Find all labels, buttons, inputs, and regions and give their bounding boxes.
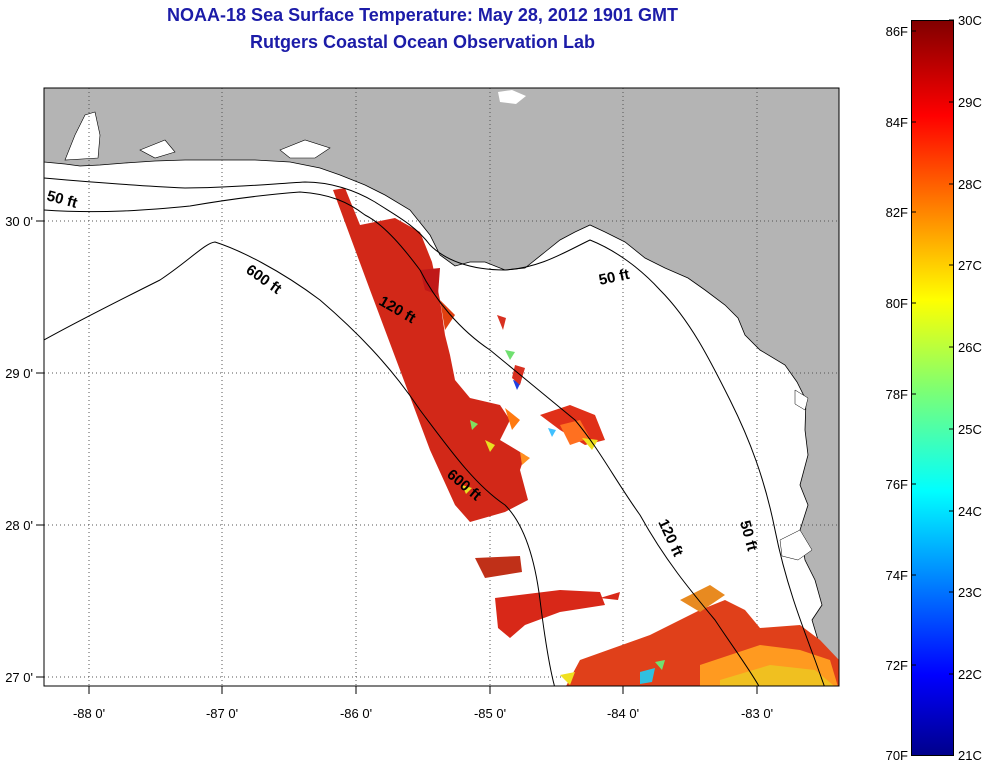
colorbar-label-c: 21C (958, 748, 982, 763)
colorbar-label-c: 22C (958, 667, 982, 682)
axis-ticks (36, 220, 758, 694)
colorbar-label-c: 27C (958, 258, 982, 273)
colorbar-label-f: 80F (885, 296, 908, 311)
y-tick-label: 27 0' (5, 670, 33, 685)
x-tick-label: -83 0' (741, 706, 773, 721)
x-tick-label: -86 0' (340, 706, 372, 721)
colorbar (911, 20, 954, 756)
x-tick-label: -84 0' (607, 706, 639, 721)
graticule (44, 88, 839, 686)
colorbar-label-c: 29C (958, 95, 982, 110)
colorbar-label-f: 78F (885, 387, 908, 402)
x-tick-label: -87 0' (206, 706, 238, 721)
contour-label: 50 ft (597, 266, 631, 289)
y-tick-label: 28 0' (5, 518, 33, 533)
colorbar-label-c: 30C (958, 13, 982, 28)
land-mass (44, 88, 839, 686)
map-title: NOAA-18 Sea Surface Temperature: May 28,… (167, 5, 678, 25)
colorbar-label-c: 26C (958, 340, 982, 355)
colorbar-label-c: 28C (958, 177, 982, 192)
x-tick-label: -85 0' (474, 706, 506, 721)
map-frame (43, 87, 840, 687)
depth-contours (44, 177, 825, 686)
x-tick-label: -88 0' (73, 706, 105, 721)
colorbar-label-f: 86F (885, 24, 908, 39)
y-tick-label: 30 0' (5, 214, 33, 229)
colorbar-label-c: 25C (958, 422, 982, 437)
colorbar-label-c: 23C (958, 585, 982, 600)
colorbar-label-f: 84F (885, 115, 908, 130)
colorbar-label-f: 74F (885, 568, 908, 583)
colorbar-label-f: 76F (885, 477, 908, 492)
colorbar-label-f: 82F (885, 205, 908, 220)
y-tick-label: 29 0' (5, 366, 33, 381)
map-subtitle: Rutgers Coastal Ocean Observation Lab (249, 32, 596, 52)
colorbar-label-c: 24C (958, 504, 982, 519)
sst-swath-main (333, 188, 528, 522)
colorbar-label-f: 70F (885, 748, 908, 763)
colorbar-gradient (911, 20, 954, 756)
colorbar-label-f: 72F (885, 658, 908, 673)
